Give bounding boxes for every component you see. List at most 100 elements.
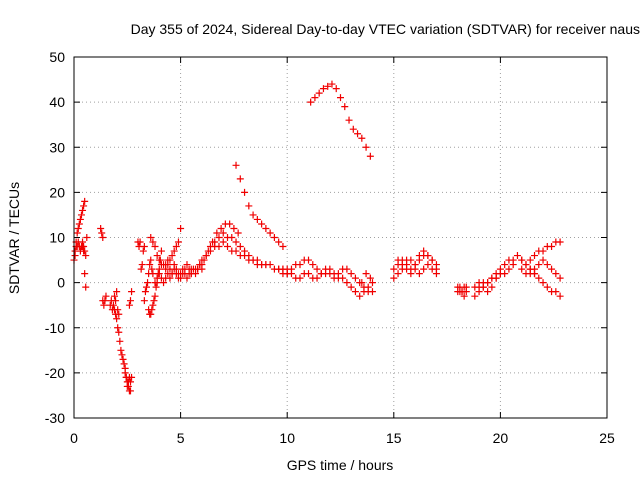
data-point — [539, 247, 547, 255]
data-point — [484, 288, 492, 296]
data-point — [347, 270, 355, 278]
x-tick-label: 25 — [599, 430, 615, 446]
data-point — [153, 252, 161, 260]
data-point — [126, 378, 134, 386]
y-tick-label: 0 — [57, 275, 65, 291]
series-s28 — [454, 283, 470, 296]
data-point — [228, 234, 236, 241]
data-point — [343, 265, 351, 273]
data-point — [351, 288, 359, 296]
data-point — [126, 297, 134, 305]
data-point — [232, 238, 240, 246]
y-tick-label: 40 — [49, 94, 65, 110]
x-tick-label: 0 — [70, 430, 78, 446]
data-point — [432, 265, 440, 273]
x-tick-label: 20 — [493, 430, 509, 446]
data-point — [81, 270, 89, 278]
data-point — [366, 152, 374, 160]
data-point — [332, 85, 340, 93]
data-point — [99, 234, 107, 241]
y-tick-label: 20 — [49, 184, 65, 200]
data-point — [219, 229, 227, 237]
data-point — [526, 256, 534, 264]
series-s21 — [279, 270, 376, 300]
data-point — [75, 220, 83, 228]
data-point — [179, 270, 187, 278]
data-point — [539, 256, 547, 264]
data-point — [148, 306, 156, 314]
series-s4 — [97, 224, 107, 241]
series-s33 — [518, 256, 564, 282]
data-point — [73, 229, 81, 237]
data-point — [279, 243, 287, 251]
y-tick-label: 10 — [49, 230, 65, 246]
data-point — [262, 224, 270, 232]
x-tick-label: 15 — [386, 430, 402, 446]
y-tick-label: -30 — [45, 410, 65, 426]
data-point — [535, 261, 543, 269]
data-point — [307, 98, 315, 106]
data-point — [518, 265, 526, 273]
data-point — [539, 279, 547, 287]
data-point — [313, 274, 321, 282]
y-tick-labels: -30 -20 -10 0 10 20 30 40 50 — [45, 49, 65, 426]
data-point — [149, 301, 157, 309]
series-s3 — [79, 234, 91, 291]
data-point — [114, 324, 122, 332]
data-point — [535, 274, 543, 282]
data-point — [556, 238, 564, 246]
x-tick-label: 10 — [279, 430, 295, 446]
data-point — [305, 270, 313, 278]
data-point — [120, 360, 128, 368]
data-point — [79, 206, 87, 214]
data-point — [157, 247, 165, 255]
data-point — [513, 252, 521, 260]
data-point — [149, 238, 157, 246]
data-point — [484, 279, 492, 287]
data-point — [390, 265, 398, 273]
data-point — [170, 247, 178, 255]
data-point — [77, 211, 85, 219]
data-point — [475, 279, 483, 287]
data-point — [152, 283, 160, 291]
data-point — [415, 252, 423, 260]
data-point — [187, 270, 195, 278]
data-point — [81, 197, 89, 205]
data-point — [460, 292, 468, 300]
data-point — [328, 80, 336, 88]
data-point — [76, 215, 84, 223]
data-point — [111, 292, 119, 300]
data-point — [358, 279, 366, 287]
data-point — [202, 252, 210, 260]
data-point — [123, 382, 131, 390]
data-point — [198, 256, 206, 264]
x-tick-labels: 0 5 10 15 20 25 — [70, 430, 615, 446]
data-point — [147, 310, 155, 318]
data-point — [390, 274, 398, 282]
data-point — [358, 134, 366, 142]
series-s22 — [307, 80, 374, 160]
data-point — [138, 261, 146, 269]
data-point — [241, 188, 249, 196]
y-tick-label: -20 — [45, 365, 65, 381]
data-point — [113, 288, 121, 296]
data-point — [398, 261, 406, 269]
data-point — [324, 82, 332, 90]
data-point — [177, 224, 185, 232]
data-point — [337, 94, 344, 102]
data-point — [183, 274, 191, 282]
data-point — [98, 229, 106, 237]
data-point — [296, 274, 304, 282]
data-point — [79, 243, 87, 251]
series-s25 — [390, 256, 440, 282]
data-point — [118, 351, 126, 359]
data-point — [556, 274, 564, 282]
data-point — [206, 247, 214, 255]
data-point — [543, 283, 551, 291]
data-point — [155, 256, 163, 264]
data-point — [356, 292, 364, 300]
data-point — [407, 256, 415, 264]
series-s9 — [125, 288, 136, 309]
data-point — [518, 256, 526, 264]
data-point — [266, 261, 274, 269]
